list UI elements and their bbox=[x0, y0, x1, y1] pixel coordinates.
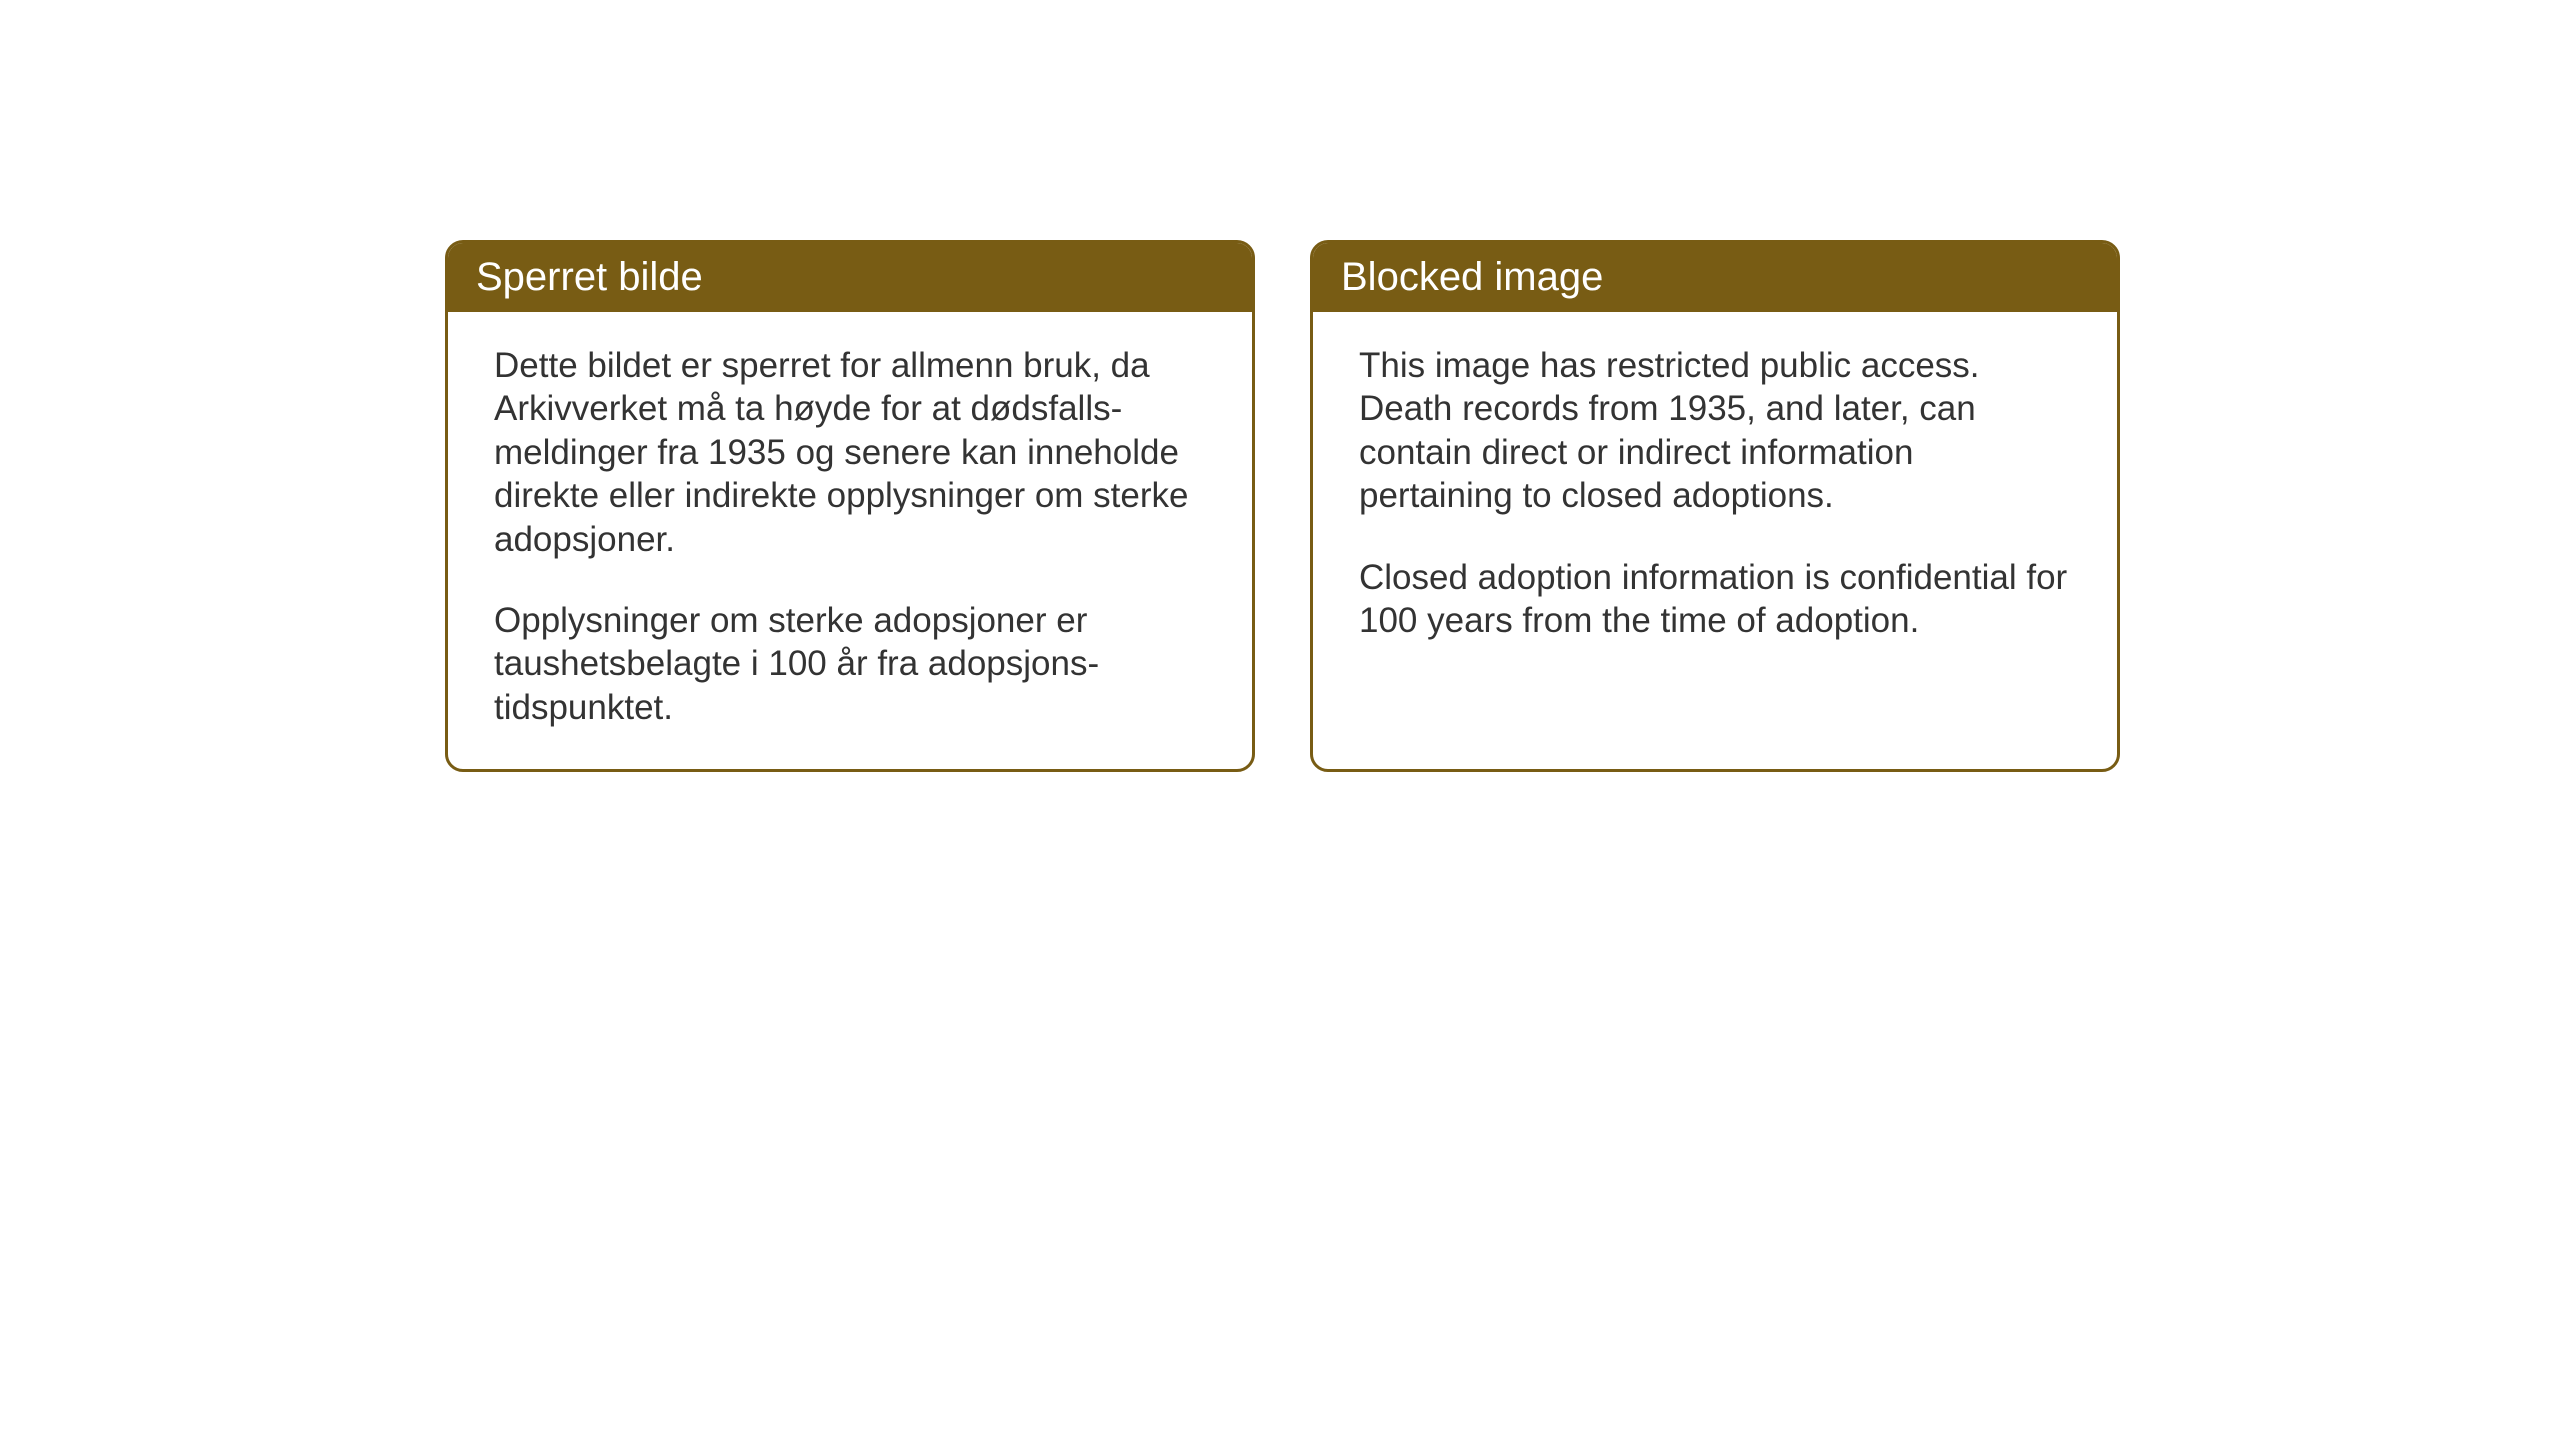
norwegian-paragraph-2: Opplysninger om sterke adopsjoner er tau… bbox=[494, 599, 1206, 729]
notice-container: Sperret bilde Dette bildet er sperret fo… bbox=[445, 240, 2120, 772]
norwegian-card-title: Sperret bilde bbox=[476, 255, 703, 299]
norwegian-card-body: Dette bildet er sperret for allmenn bruk… bbox=[448, 312, 1252, 769]
english-paragraph-2: Closed adoption information is confident… bbox=[1359, 556, 2071, 643]
norwegian-paragraph-1: Dette bildet er sperret for allmenn bruk… bbox=[494, 344, 1206, 561]
norwegian-card-header: Sperret bilde bbox=[448, 243, 1252, 312]
english-paragraph-1: This image has restricted public access.… bbox=[1359, 344, 2071, 518]
norwegian-notice-card: Sperret bilde Dette bildet er sperret fo… bbox=[445, 240, 1255, 772]
english-notice-card: Blocked image This image has restricted … bbox=[1310, 240, 2120, 772]
english-card-header: Blocked image bbox=[1313, 243, 2117, 312]
english-card-body: This image has restricted public access.… bbox=[1313, 312, 2117, 707]
english-card-title: Blocked image bbox=[1341, 255, 1603, 299]
